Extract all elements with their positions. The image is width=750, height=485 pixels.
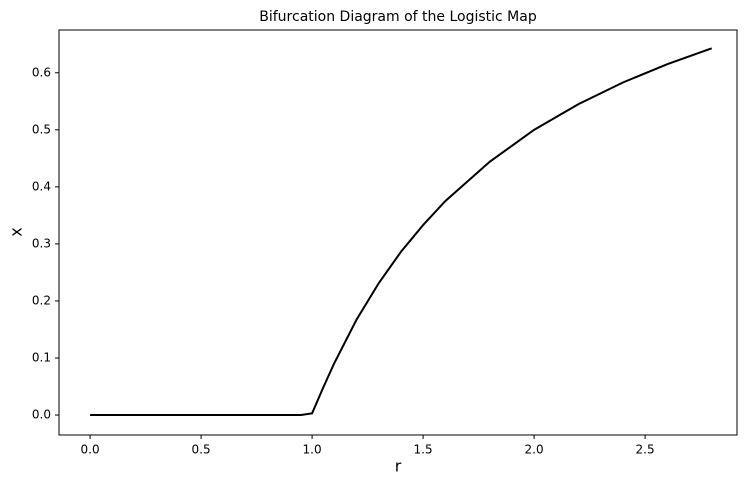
x-tick-label: 1.0 (303, 443, 322, 457)
y-tick-label: 0.0 (32, 408, 51, 422)
x-tick-label: 0.5 (192, 443, 211, 457)
x-axis-label: r (395, 457, 402, 476)
y-tick-label: 0.1 (32, 350, 51, 364)
y-axis-label: x (7, 227, 26, 236)
x-tick-label: 1.5 (414, 443, 433, 457)
y-tick-label: 0.2 (32, 293, 51, 307)
plot-frame (58, 29, 738, 436)
y-tick-label: 0.3 (32, 236, 51, 250)
line (90, 47, 713, 417)
y-tick-label: 0.4 (32, 179, 51, 193)
y-tick-label: 0.5 (32, 122, 51, 136)
x-tick-label: 0.0 (81, 443, 100, 457)
chart-title: Bifurcation Diagram of the Logistic Map (259, 9, 537, 25)
y-tick-label: 0.6 (32, 65, 51, 79)
x-tick-label: 2.5 (636, 443, 655, 457)
x-tick-label: 2.0 (525, 443, 544, 457)
